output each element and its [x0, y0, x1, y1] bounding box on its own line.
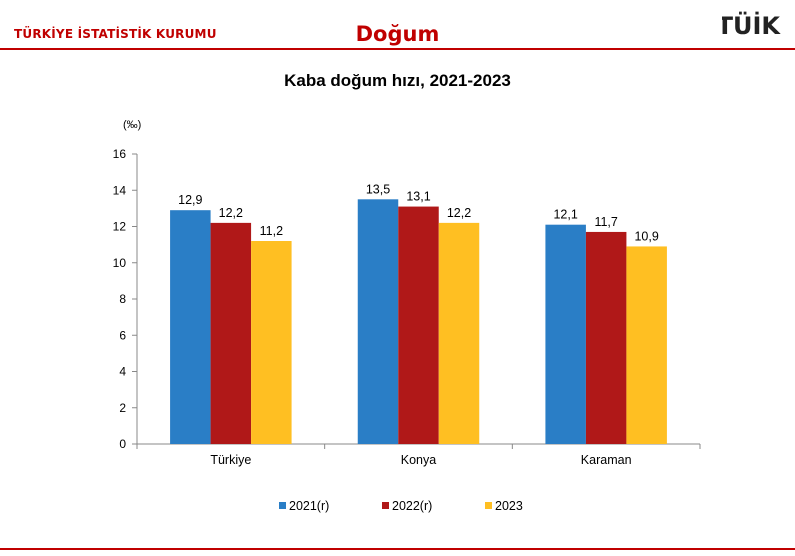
y-tick-label: 0	[119, 437, 126, 451]
y-tick-label: 14	[113, 183, 127, 197]
legend-label: 2021(r)	[289, 499, 329, 513]
bar	[210, 222, 252, 444]
bar	[170, 210, 211, 444]
y-tick-label: 4	[119, 365, 126, 379]
y-tick-label: 10	[113, 256, 127, 270]
y-tick-label: 6	[119, 328, 126, 342]
bar	[438, 222, 480, 444]
header-divider	[0, 48, 795, 50]
data-label: 12,2	[219, 206, 243, 220]
data-label: 13,5	[366, 182, 390, 196]
y-tick-label: 12	[113, 220, 127, 234]
data-label: 12,1	[553, 208, 577, 222]
y-tick-label: 8	[119, 292, 126, 306]
x-category-label: Türkiye	[210, 453, 251, 467]
page-title: Doğum	[355, 22, 440, 46]
legend-swatch	[279, 502, 286, 509]
tuik-logo-text: TÜİK	[722, 10, 781, 38]
y-tick-label: 16	[113, 147, 127, 161]
data-label: 12,9	[178, 193, 202, 207]
y-axis: 0 2 4 6 8 10 12 14 16	[113, 147, 138, 451]
bar	[585, 231, 627, 444]
data-label: 10,9	[634, 229, 658, 243]
bars: 12,9 12,2 11,2 13,5 13,1 12,2 12,1 11,7 10,9	[170, 182, 667, 444]
data-label: 11,7	[594, 215, 617, 229]
org-name: TÜRKİYE İSTATİSTİK KURUMU	[14, 27, 217, 41]
chart-title: Kaba doğum hızı, 2021-2023	[284, 71, 511, 90]
data-label: 12,2	[447, 206, 471, 220]
y-axis-unit: (‰)	[123, 119, 141, 131]
footer-divider	[0, 548, 795, 550]
legend-swatch	[485, 502, 492, 509]
bar	[626, 246, 667, 444]
tuik-logo: TÜİK	[722, 10, 781, 38]
legend-swatch	[382, 502, 389, 509]
x-category-label: Konya	[401, 453, 436, 467]
x-category-label: Karaman	[581, 453, 632, 467]
x-axis: Türkiye Konya Karaman	[136, 443, 701, 467]
data-label: 11,2	[260, 224, 283, 238]
y-tick-label: 2	[119, 401, 126, 415]
legend-label: 2022(r)	[392, 499, 432, 513]
legend: 2021(r) 2022(r) 2023	[279, 499, 523, 513]
legend-label: 2023	[495, 499, 523, 513]
bar	[357, 199, 399, 444]
bar	[251, 241, 292, 444]
bar	[545, 224, 586, 444]
data-label: 13,1	[406, 190, 430, 204]
bar	[398, 206, 439, 444]
